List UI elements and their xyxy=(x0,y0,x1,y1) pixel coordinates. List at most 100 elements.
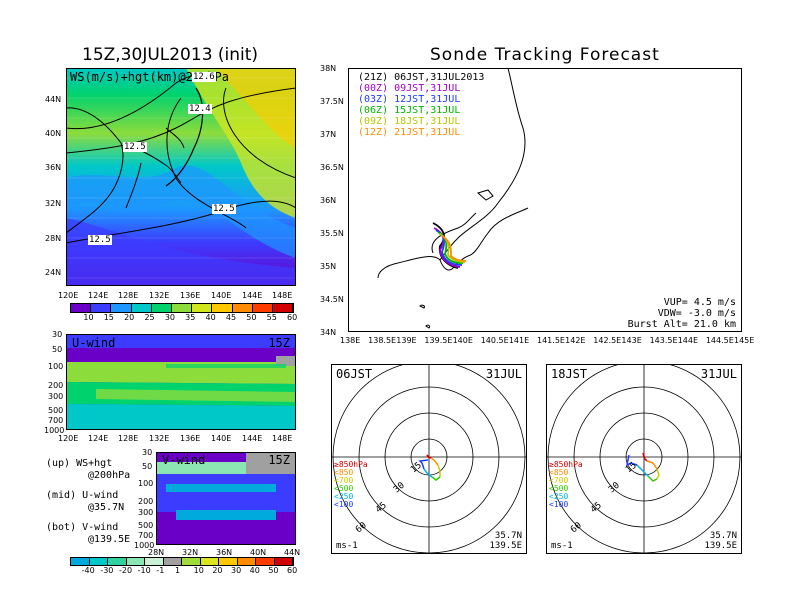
lat-tick: 35.5N xyxy=(320,229,344,238)
lat-tick: 44N xyxy=(45,95,62,104)
level-item: <250 xyxy=(334,492,354,501)
lon-tick: 140E xyxy=(452,336,473,345)
p-tick: 1000 xyxy=(44,426,65,435)
lon-tick: 142E xyxy=(565,336,586,345)
lon-tick: 141.5E xyxy=(537,336,565,345)
lon-tick: 124E xyxy=(88,434,109,443)
lon-tick: 139E xyxy=(396,336,417,345)
tracking-map-frame xyxy=(348,68,742,332)
p-tick: 100 xyxy=(48,362,64,371)
lon-tick: 148E xyxy=(272,291,293,300)
lon-tick: 139.5E xyxy=(424,336,453,345)
colorbar-tick: 10 xyxy=(193,566,204,575)
p-tick: 200 xyxy=(48,381,64,390)
note-a: (up) WS+hgt xyxy=(46,458,113,469)
colorbar-swatch xyxy=(192,304,213,312)
hodo-date: 31JUL xyxy=(700,367,737,381)
u-wind-label: U-wind xyxy=(72,336,116,350)
level-item: ≥850hPa xyxy=(549,460,583,469)
lat-tick: 34N xyxy=(320,328,337,337)
colorbar-tick: 55 xyxy=(266,313,277,322)
colorbar-tick: 1 xyxy=(175,566,181,575)
lon-tick: 145E xyxy=(734,336,755,345)
lat-tick: 36.5N xyxy=(320,163,344,172)
colorbar-swatch xyxy=(163,558,182,565)
colorbar-swatch xyxy=(145,558,164,565)
contour-label: 12.4 xyxy=(188,104,212,114)
lon-tick: 144E xyxy=(677,336,699,345)
u-wind-panel: U-wind 15Z xyxy=(66,334,296,430)
colorbar-tick: 40 xyxy=(205,313,216,322)
note-b: @35.7N xyxy=(88,502,125,513)
colorbar-swatch xyxy=(171,304,193,312)
colorbar-swatch xyxy=(274,558,293,565)
level-item: <500 xyxy=(549,484,569,493)
p-tick: 100 xyxy=(138,479,154,488)
p-tick: 30 xyxy=(142,448,153,457)
lon-tick: 138E xyxy=(340,336,361,345)
colorbar-tick: 30 xyxy=(231,566,242,575)
launch-item: (12Z) 21JST,31JUL xyxy=(358,127,461,138)
left-title: 15Z,30JUL2013 (init) xyxy=(82,45,259,65)
colorbar-swatch xyxy=(212,304,233,312)
level-item: <250 xyxy=(549,492,569,501)
lat-tick: 40N xyxy=(45,129,62,138)
lon-tick: 132E xyxy=(149,291,170,300)
lon-tick: 142.5E xyxy=(593,336,622,345)
colorbar-swatch xyxy=(232,304,253,312)
lat-tick: 38N xyxy=(320,64,337,73)
colorbar-tick: 20 xyxy=(212,566,223,575)
colorbar-tick: -10 xyxy=(137,566,151,575)
hodo-unit: ms-1 xyxy=(551,541,573,551)
v-wind-panel: V-wind 15Z xyxy=(156,452,296,545)
colorbar-swatch xyxy=(108,558,127,565)
launch-item: (09Z) 18JST,31JUL xyxy=(358,116,461,127)
wind-colorbar xyxy=(70,557,294,566)
colorbar-swatch xyxy=(219,558,238,565)
colorbar-swatch xyxy=(89,558,108,565)
lat-tick: 37N xyxy=(320,130,337,139)
colorbar-tick: 60 xyxy=(287,313,298,322)
p-tick: 50 xyxy=(52,345,63,354)
colorbar-tick: 45 xyxy=(225,313,237,322)
p-tick: 30 xyxy=(52,330,63,339)
hodo-time: 06JST xyxy=(336,367,373,381)
lon-tick: 140.5E xyxy=(480,336,509,345)
ws-map-frame xyxy=(66,68,296,286)
launch-item: (00Z) 09JST,31JUL xyxy=(358,83,461,94)
wind-colorbar-ticks: -40 -30 -20 -10 -1 1 10 20 30 40 50 60 xyxy=(70,566,298,576)
colorbar-swatch xyxy=(272,304,294,312)
lat-tick: 32N xyxy=(45,199,62,208)
lon-tick: 124E xyxy=(88,291,109,300)
contour-label: 12.5 xyxy=(212,204,236,214)
note-a: (mid) U-wind xyxy=(46,490,119,501)
ws-map: WS(m/s)+hgt(km)@200hPa 12.6 12.4 12.5 12… xyxy=(66,68,296,286)
lon-tick: 144E xyxy=(242,291,263,300)
lat-tick: 37.5N xyxy=(320,97,344,106)
colorbar-tick: -20 xyxy=(119,566,133,575)
hodo-lat: 35.7N xyxy=(709,531,737,541)
lat-tick: 28N xyxy=(45,234,62,243)
lon-tick: 136E xyxy=(180,291,201,300)
v-wind-frame xyxy=(156,452,296,545)
ws-map-label: WS(m/s)+hgt(km)@200hPa xyxy=(70,70,229,84)
lon-tick: 128E xyxy=(118,291,139,300)
level-item: <700 xyxy=(334,476,354,485)
hodo-lat: 35.7N xyxy=(494,531,522,541)
lat-tick: 36N xyxy=(45,163,62,172)
p-tick: 200 xyxy=(138,497,154,506)
colorbar-swatch xyxy=(126,558,145,565)
lon-tick: 120E xyxy=(58,291,79,300)
flight-info: VUP= 4.5 m/s VDW= -3.0 m/s Burst Alt= 21… xyxy=(628,297,736,330)
colorbar-tick: 50 xyxy=(268,566,279,575)
colorbar-swatch xyxy=(252,304,273,312)
lon-tick: 143E xyxy=(621,336,642,345)
lat-tick: 36N xyxy=(216,548,233,557)
lon-tick: 138.5E xyxy=(368,336,397,345)
lon-tick: 141E xyxy=(508,336,530,345)
lon-tick: 148E xyxy=(272,434,293,443)
colorbar-tick: 40 xyxy=(249,566,260,575)
level-item: <700 xyxy=(549,476,569,485)
note-a: (bot) V-wind xyxy=(46,522,119,533)
p-tick: 700 xyxy=(138,531,154,540)
